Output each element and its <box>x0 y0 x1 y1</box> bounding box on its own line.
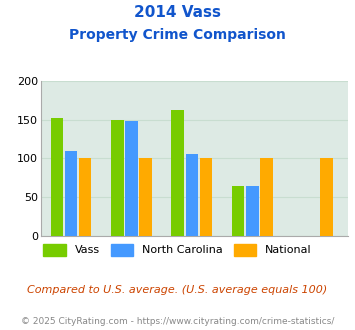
Bar <box>79 158 92 236</box>
Bar <box>186 154 198 236</box>
Text: © 2025 CityRating.com - https://www.cityrating.com/crime-statistics/: © 2025 CityRating.com - https://www.city… <box>21 317 334 326</box>
Bar <box>260 158 273 236</box>
Bar <box>200 158 212 236</box>
Bar <box>65 151 77 236</box>
Bar <box>51 118 63 236</box>
Bar <box>246 185 258 236</box>
Bar <box>125 121 138 236</box>
Text: 2014 Vass: 2014 Vass <box>134 5 221 20</box>
Bar <box>171 110 184 236</box>
Text: Compared to U.S. average. (U.S. average equals 100): Compared to U.S. average. (U.S. average … <box>27 285 328 295</box>
Text: Property Crime Comparison: Property Crime Comparison <box>69 28 286 42</box>
Bar <box>321 158 333 236</box>
Legend: Vass, North Carolina, National: Vass, North Carolina, National <box>39 239 316 260</box>
Bar <box>232 186 245 236</box>
Bar <box>139 158 152 236</box>
Bar <box>111 120 124 236</box>
